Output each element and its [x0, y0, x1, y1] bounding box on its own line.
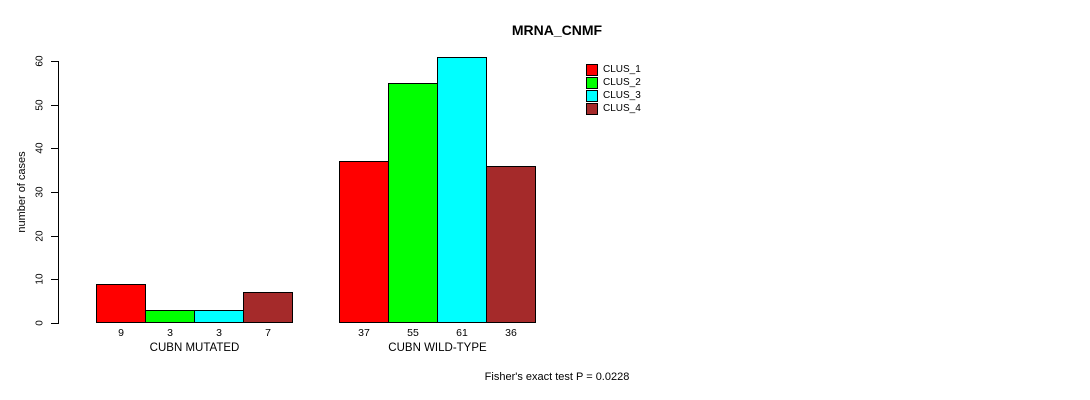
- y-axis-tick: [51, 148, 58, 150]
- x-category-label: CUBN WILD-TYPE: [388, 342, 487, 354]
- bar-value-label: 36: [505, 327, 517, 339]
- y-axis-tick-label: 50: [34, 99, 46, 111]
- bar-value-label: 9: [118, 327, 124, 339]
- legend-swatch: [586, 76, 598, 89]
- legend-label: CLUS_2: [603, 77, 641, 88]
- legend-swatch: [586, 63, 598, 76]
- bar-clus_2-group2: [388, 82, 438, 323]
- legend: CLUS_1 CLUS_2 CLUS_3 CLUS_4: [586, 63, 641, 115]
- y-axis-tick: [51, 323, 58, 324]
- y-axis-tick-label: 40: [34, 142, 46, 154]
- y-axis-tick-label: 10: [34, 273, 46, 285]
- bar-clus_3-group1: [194, 309, 244, 323]
- bar-clus_3-group2: [437, 56, 487, 323]
- legend-swatch: [586, 102, 598, 115]
- bar-clus_4-group2: [486, 165, 536, 323]
- bar-value-label: 55: [407, 327, 419, 339]
- bar-value-label: 3: [167, 327, 173, 339]
- bar-clus_1-group1: [96, 283, 146, 323]
- y-axis-line: [58, 61, 59, 324]
- legend-label: CLUS_1: [603, 64, 641, 75]
- bar-value-label: 3: [216, 327, 222, 339]
- legend-label: CLUS_3: [603, 90, 641, 101]
- y-axis-tick-label: 20: [34, 230, 46, 242]
- y-axis-tick: [51, 61, 58, 62]
- y-axis-tick-label: 0: [34, 320, 46, 326]
- chart-title: MRNA_CNMF: [511, 22, 603, 38]
- bar-clus_2-group1: [145, 309, 195, 323]
- legend-row: CLUS_4: [586, 102, 641, 115]
- bar-value-label: 37: [358, 327, 370, 339]
- bar-clus_4-group1: [243, 292, 293, 323]
- y-axis-tick: [51, 104, 58, 106]
- legend-label: CLUS_4: [603, 103, 641, 114]
- y-axis-tick: [51, 279, 58, 281]
- bar-clus_1-group2: [339, 161, 389, 323]
- bar-value-label: 7: [265, 327, 271, 339]
- legend-row: CLUS_1: [586, 63, 641, 76]
- x-category-label: CUBN MUTATED: [149, 342, 240, 354]
- y-axis-tick: [51, 192, 58, 193]
- y-axis-tick-label: 30: [34, 186, 46, 198]
- stat-annotation: Fisher's exact test P = 0.0228: [484, 371, 630, 383]
- legend-swatch: [586, 89, 598, 102]
- legend-row: CLUS_3: [586, 89, 641, 102]
- legend-row: CLUS_2: [586, 76, 641, 89]
- y-axis-label: number of cases: [16, 151, 28, 233]
- y-axis-tick: [51, 235, 58, 237]
- y-axis-tick-label: 60: [34, 55, 46, 67]
- bar-value-label: 61: [456, 327, 468, 339]
